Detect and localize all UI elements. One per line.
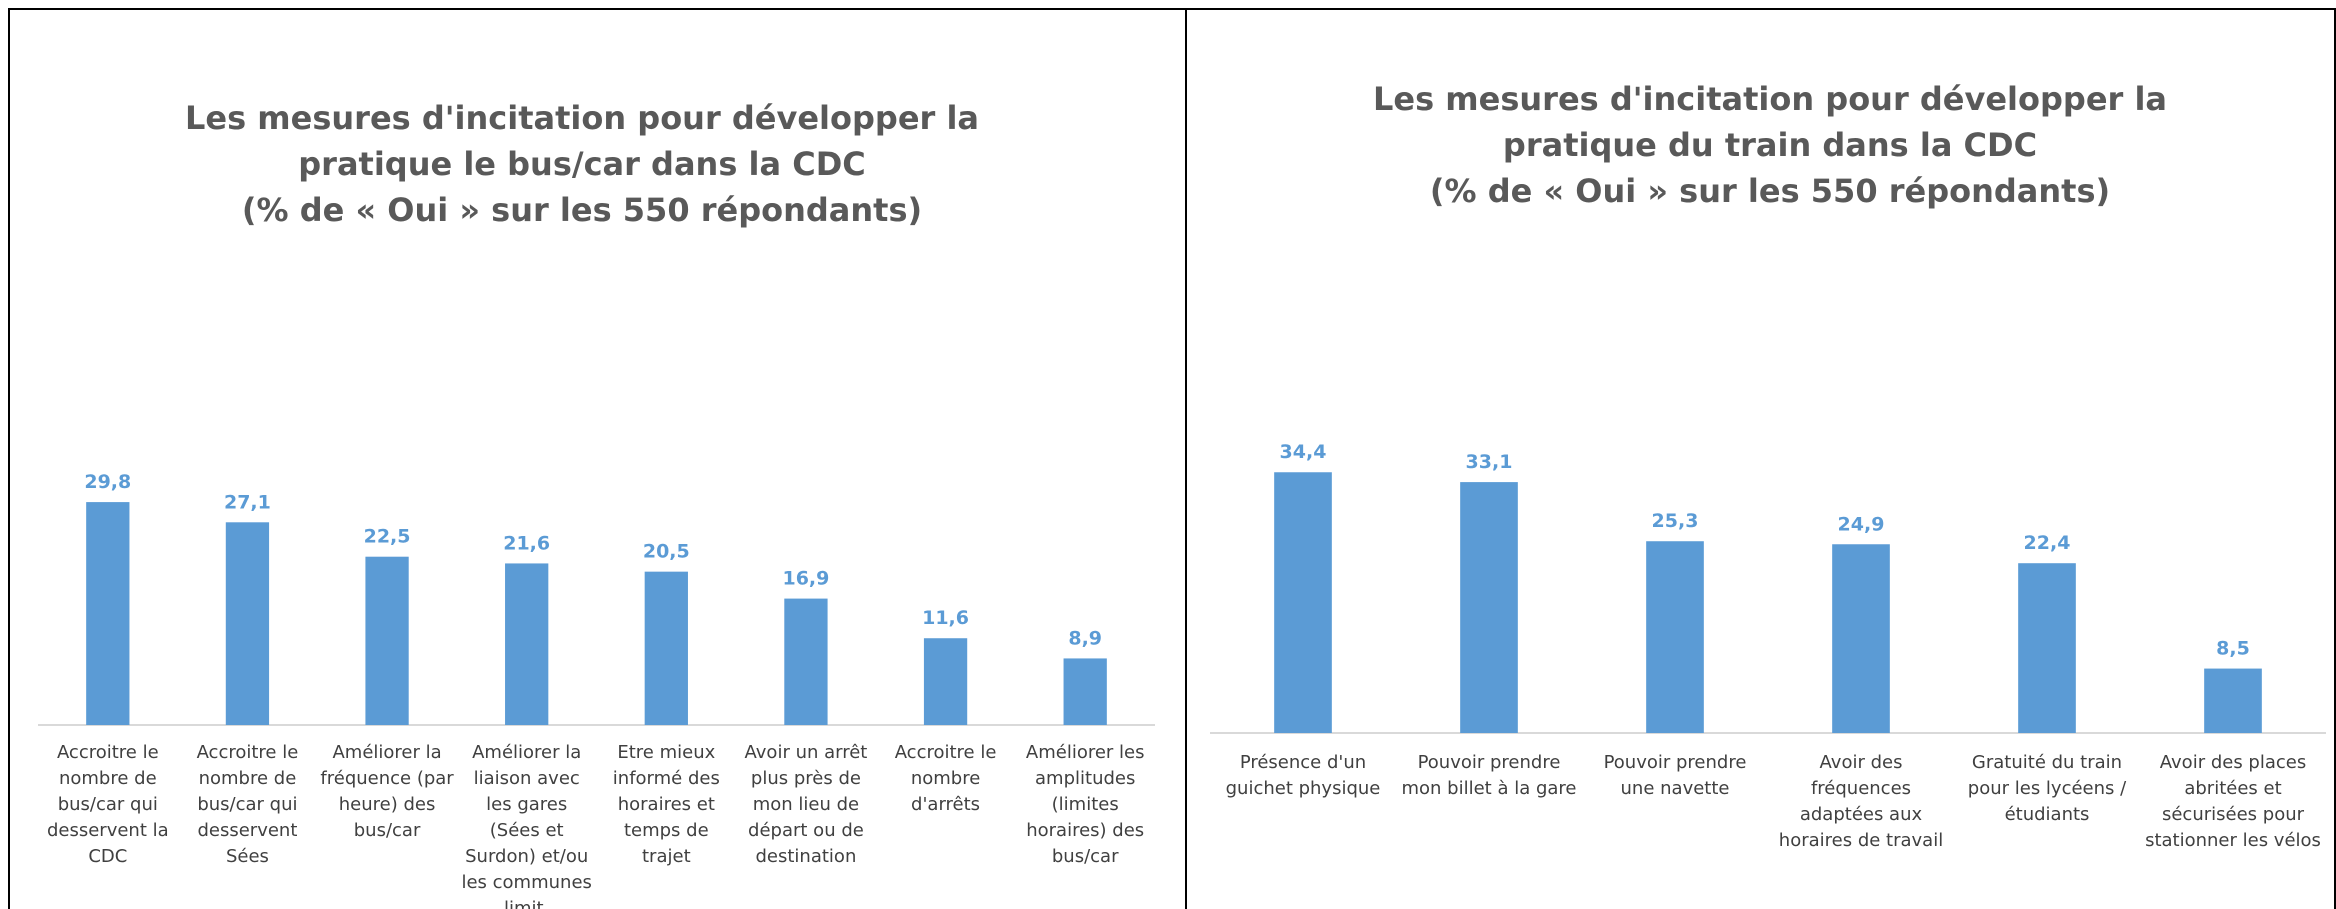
value-label: 25,3 xyxy=(1652,510,1699,532)
bar xyxy=(365,556,409,725)
chart-title: Les mesures d'incitation pour développer… xyxy=(132,95,1032,233)
bar xyxy=(1460,482,1518,733)
value-label: 8,9 xyxy=(1068,627,1102,649)
x-tick-label: Pouvoir prendre mon billet à la gare xyxy=(1401,752,1577,799)
bar xyxy=(923,638,968,725)
x-tick-label: Avoir des places abritées et sécurisées … xyxy=(2145,752,2321,851)
x-tick-label: Améliorer les amplitudes (limites horair… xyxy=(1025,742,1145,867)
value-label: 27,1 xyxy=(224,491,271,513)
value-label: 8,5 xyxy=(2216,638,2250,660)
bar xyxy=(2204,668,2262,733)
value-label: 21,6 xyxy=(503,532,550,554)
value-label: 11,6 xyxy=(922,607,969,629)
bar xyxy=(1063,658,1107,725)
value-label: 24,9 xyxy=(1838,513,1885,535)
value-label: 22,5 xyxy=(364,526,411,548)
title-text: Les mesures d'incitation pour développer… xyxy=(1373,80,2167,164)
value-label: 20,5 xyxy=(643,541,690,563)
bar xyxy=(784,598,828,725)
bar xyxy=(1646,541,1704,733)
x-tick-label: Accroitre le nombre de bus/car qui desse… xyxy=(46,742,169,867)
x-tick-label: Avoir un arrêt plus près de mon lieu de … xyxy=(744,742,868,867)
value-label: 29,8 xyxy=(84,471,131,493)
x-tick-label: Accroitre le nombre de bus/car qui desse… xyxy=(196,742,299,867)
x-tick-label: Gratuité du train pour les lycéens / étu… xyxy=(1967,752,2127,825)
x-tick-label: Avoir des fréquences adaptées aux horair… xyxy=(1778,752,1944,851)
bar xyxy=(86,502,130,725)
bar xyxy=(644,571,688,725)
value-label: 16,9 xyxy=(782,568,829,590)
x-tick-label: Présence d'un guichet physique xyxy=(1225,752,1381,799)
bar xyxy=(1832,544,1890,733)
subtitle: (% de « Oui » sur les 550 répondants) xyxy=(241,191,923,229)
chart-title: Les mesures d'incitation pour développer… xyxy=(1320,76,2220,214)
x-tick-label: Etre mieux informé des horaires et temps… xyxy=(612,742,720,867)
x-tick-label: Améliorer la liaison avec les gares (Sée… xyxy=(461,742,592,909)
x-tick-label: Accroitre le nombre d'arrêts xyxy=(894,742,997,815)
x-tick-label: Pouvoir prendre une navette xyxy=(1603,752,1747,799)
bar xyxy=(505,563,549,725)
value-label: 33,1 xyxy=(1466,451,1513,473)
bar xyxy=(2018,563,2076,733)
subtitle: (% de « Oui » sur les 550 répondants) xyxy=(1429,172,2111,210)
chart-panel xyxy=(1185,8,2336,909)
bar xyxy=(1274,472,1332,733)
title-text: Les mesures d'incitation pour développer… xyxy=(185,99,979,183)
bar xyxy=(225,522,270,725)
value-label: 34,4 xyxy=(1280,441,1327,463)
x-tick-label: Améliorer la fréquence (par heure) des b… xyxy=(320,742,454,841)
value-label: 22,4 xyxy=(2024,532,2071,554)
